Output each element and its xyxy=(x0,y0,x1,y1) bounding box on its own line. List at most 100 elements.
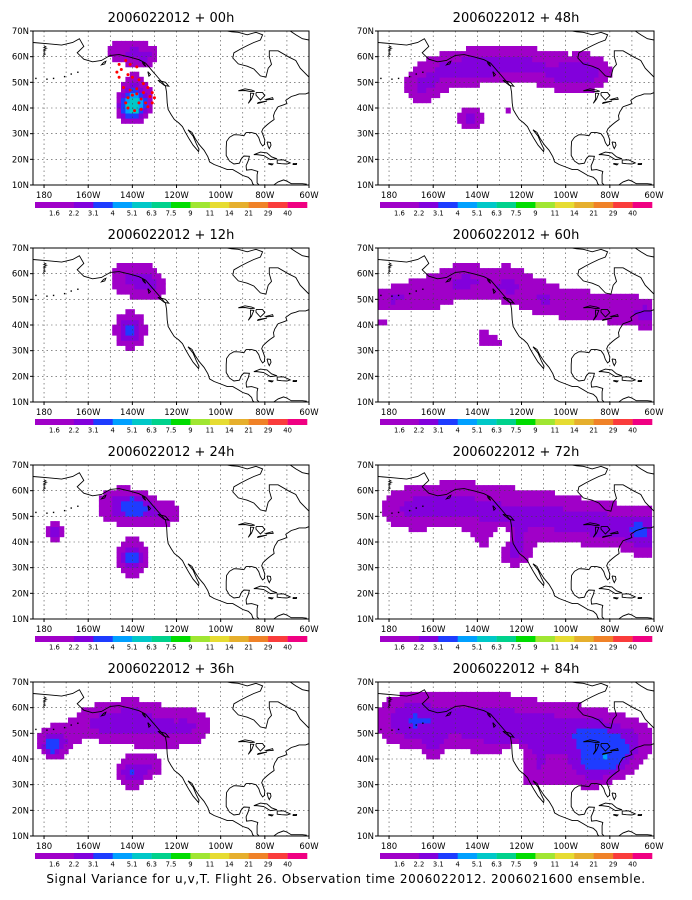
colorbar-label: 29 xyxy=(264,861,273,869)
observation-point xyxy=(135,92,139,96)
observation-point xyxy=(135,87,139,91)
colorbar-label: 14 xyxy=(225,644,234,652)
colorbar-swatch xyxy=(457,636,478,642)
lon-label: 180 xyxy=(36,191,52,201)
colorbar-swatch xyxy=(54,419,75,425)
colorbar-swatch xyxy=(268,419,288,425)
colorbar-label: 3.1 xyxy=(433,210,444,218)
colorbar-label: 14 xyxy=(570,210,579,218)
lon-label: 120W xyxy=(509,191,534,201)
observation-point xyxy=(130,75,134,79)
lon-label: 60W xyxy=(299,408,319,418)
colorbar-swatch xyxy=(248,636,269,642)
colorbar-label: 1.6 xyxy=(394,210,405,218)
lon-label: 100W xyxy=(208,191,233,201)
colorbar-label: 9 xyxy=(533,861,537,869)
observation-point xyxy=(128,88,132,92)
variance-field xyxy=(378,263,653,346)
graticule xyxy=(378,465,654,619)
colorbar-label: 21 xyxy=(244,644,253,652)
coastline xyxy=(378,465,654,619)
graticule xyxy=(378,682,654,836)
lon-label: 80W xyxy=(255,408,275,418)
colorbar-swatch xyxy=(268,853,288,859)
colorbar-label: 2.2 xyxy=(413,210,424,218)
colorbar: 1.6 2.2 3.1 4 5.1 6.3 7.5 9 11 14 21 29 40 xyxy=(35,419,308,435)
lat-label: 10N xyxy=(357,615,374,625)
colorbar-swatch xyxy=(418,636,439,642)
lon-label: 160W xyxy=(76,408,101,418)
colorbar-label: 1.6 xyxy=(394,644,405,652)
colorbar-label: 14 xyxy=(225,210,234,218)
colorbar-swatch xyxy=(171,636,191,642)
colorbar-swatch xyxy=(171,419,191,425)
lat-label: 60N xyxy=(357,487,374,497)
colorbar-swatch xyxy=(229,853,249,859)
colorbar-label: 7.5 xyxy=(511,861,522,869)
colorbar-swatch xyxy=(632,636,653,642)
observation-point xyxy=(146,85,150,89)
lat-label: 50N xyxy=(357,512,374,522)
map-panel: 2006022012 + 24h 70N 60N 50N 40N 30N 20N 10N 180… xyxy=(12,445,319,652)
lon-label: 140W xyxy=(120,625,145,635)
observation-point xyxy=(126,96,130,100)
lon-label: 180 xyxy=(381,625,397,635)
colorbar-label: 6.3 xyxy=(491,210,502,218)
colorbar-swatch xyxy=(112,636,133,642)
colorbar-label: 9 xyxy=(188,427,192,435)
colorbar-swatch xyxy=(93,419,113,425)
colorbar-swatch xyxy=(287,202,308,208)
colorbar-swatch xyxy=(496,853,517,859)
colorbar-label: 6.3 xyxy=(146,427,157,435)
colorbar-label: 29 xyxy=(264,427,273,435)
coastline xyxy=(33,248,309,402)
colorbar-label: 4 xyxy=(111,644,115,652)
observation-point xyxy=(119,68,123,71)
lon-label: 160W xyxy=(76,625,101,635)
figure-caption: Signal Variance for u,v,T. Flight 26. Ob… xyxy=(46,872,646,886)
lat-label: 70N xyxy=(12,244,29,254)
colorbar-label: 2.2 xyxy=(68,644,79,652)
lat-label: 70N xyxy=(12,461,29,471)
colorbar-swatch xyxy=(593,636,614,642)
lat-label: 20N xyxy=(357,155,374,165)
colorbar-label: 6.3 xyxy=(146,210,157,218)
map-panel: 2006022012 + 60h 70N 60N 50N 40N 30N 20N 10N 180… xyxy=(357,228,664,435)
colorbar-label: 11 xyxy=(206,861,215,869)
colorbar-label: 6.3 xyxy=(491,427,502,435)
colorbar-swatch xyxy=(248,853,269,859)
lat-label: 40N xyxy=(357,538,374,548)
observation-point xyxy=(150,101,154,105)
map-panel: 2006022012 + 12h 70N 60N 50N 40N 30N 20N 10N 180… xyxy=(12,228,319,435)
colorbar-swatch xyxy=(516,419,536,425)
variance-field xyxy=(112,263,166,351)
lat-label: 20N xyxy=(12,372,29,382)
colorbar-swatch xyxy=(516,853,536,859)
lat-label: 60N xyxy=(357,704,374,714)
panel-title: 2006022012 + 36h xyxy=(108,662,235,677)
lat-label: 60N xyxy=(12,487,29,497)
colorbar-label: 2.2 xyxy=(68,861,79,869)
colorbar-swatch xyxy=(190,636,211,642)
colorbar-label: 3.1 xyxy=(433,644,444,652)
lat-label: 20N xyxy=(12,589,29,599)
lat-label: 40N xyxy=(357,104,374,114)
colorbar-label: 29 xyxy=(609,427,618,435)
colorbar-label: 6.3 xyxy=(491,644,502,652)
colorbar-label: 11 xyxy=(206,210,215,218)
graticule xyxy=(33,31,309,185)
colorbar-swatch xyxy=(593,202,614,208)
colorbar-swatch xyxy=(418,202,439,208)
colorbar-swatch xyxy=(229,202,249,208)
lat-label: 50N xyxy=(12,78,29,88)
coastline xyxy=(33,682,309,836)
observation-point xyxy=(137,101,141,105)
lat-label: 40N xyxy=(357,321,374,331)
lat-label: 60N xyxy=(12,270,29,280)
colorbar-label: 5.1 xyxy=(127,861,138,869)
colorbar-swatch xyxy=(209,419,230,425)
colorbar-swatch xyxy=(248,419,269,425)
colorbar-label: 3.1 xyxy=(433,427,444,435)
observation-point xyxy=(146,105,150,109)
colorbar-swatch xyxy=(151,853,172,859)
